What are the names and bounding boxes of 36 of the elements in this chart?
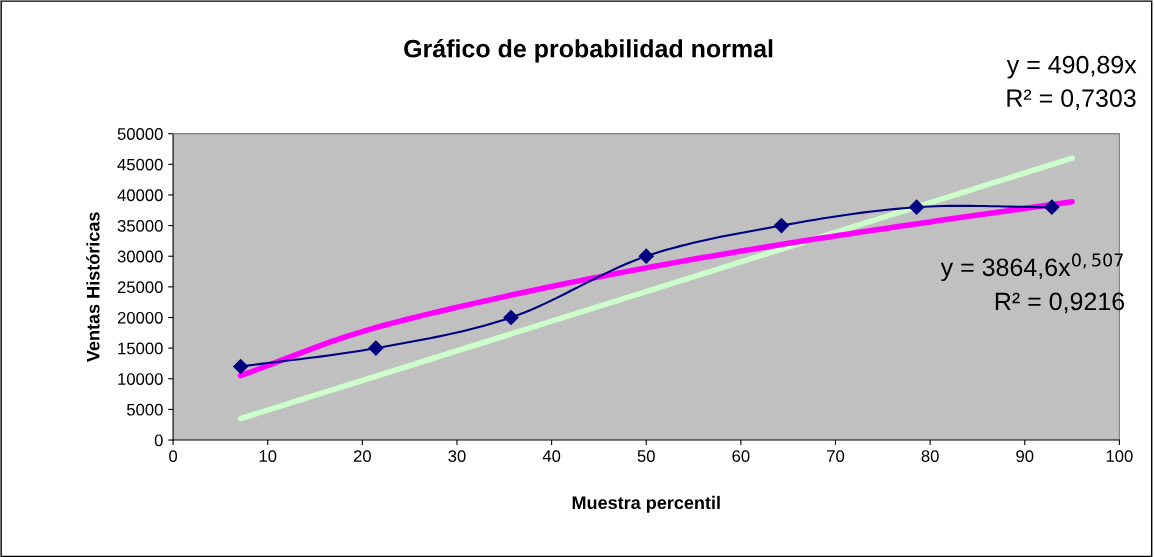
x-tick-label: 0 bbox=[169, 450, 178, 462]
y-tick-label: 15000 bbox=[118, 342, 163, 355]
y-tick-label: 40000 bbox=[117, 189, 163, 202]
point bbox=[1044, 199, 1060, 215]
y-tick-label: 25000 bbox=[117, 281, 163, 294]
x-tick-label: 50 bbox=[637, 450, 655, 462]
x-tick-label: 70 bbox=[827, 450, 845, 462]
chart-title: Gráfico de probabilidad normal bbox=[404, 38, 773, 63]
x-tick-label: 90 bbox=[1016, 450, 1034, 462]
text: R² = 0,7303 bbox=[1007, 89, 1136, 110]
point bbox=[773, 218, 790, 234]
y-tick-label: 35000 bbox=[117, 219, 163, 232]
y-tick-label: 45000 bbox=[117, 158, 163, 171]
annotation: R² = 0,9216 bbox=[995, 292, 1125, 314]
x-tick-label: 100 bbox=[1106, 450, 1133, 462]
point bbox=[503, 309, 519, 326]
point bbox=[638, 248, 654, 264]
x-tick-label: 40 bbox=[542, 450, 561, 462]
y-tick-label: 0 bbox=[154, 434, 163, 447]
x-tick-label: 30 bbox=[448, 450, 466, 462]
annotation: y = 3864,6x$^{0,507}$ bbox=[940, 253, 1123, 282]
point bbox=[909, 199, 925, 215]
point bbox=[368, 340, 384, 356]
point bbox=[233, 358, 249, 375]
y-tick-label: 5000 bbox=[126, 403, 163, 416]
x-axis-title: Muestra percentil bbox=[572, 495, 720, 513]
y-tick-label: 10000 bbox=[118, 373, 163, 385]
y-tick-label: 50000 bbox=[117, 128, 163, 140]
x-tick-label: 80 bbox=[921, 450, 939, 462]
x-tick-label: 20 bbox=[353, 450, 371, 462]
x-tick-label: 60 bbox=[732, 450, 750, 462]
y-tick-label: 30000 bbox=[117, 250, 163, 263]
y-tick-label: 20000 bbox=[117, 311, 163, 324]
x-tick-label: 10 bbox=[259, 450, 277, 462]
y-axis-title: Ventas Históricas bbox=[86, 212, 100, 362]
text: y = 490,89x bbox=[1006, 55, 1137, 79]
